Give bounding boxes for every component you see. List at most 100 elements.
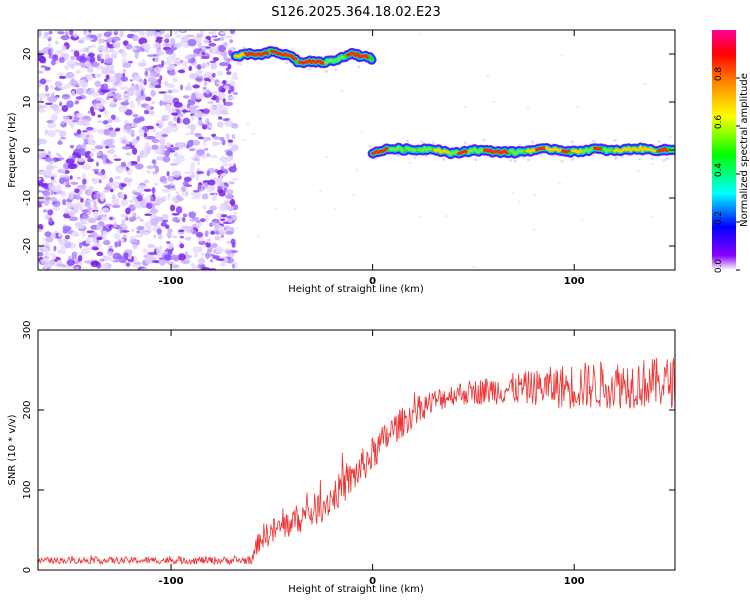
noise-speckle [120, 199, 129, 207]
noise-speckle [166, 241, 171, 244]
noise-speckle [131, 263, 142, 268]
noise-speckle [154, 149, 163, 154]
noise-speckle [38, 183, 47, 187]
noise-speckle [166, 94, 172, 99]
noise-speckle [163, 184, 172, 188]
noise-speckle [52, 54, 59, 61]
ridge-core [621, 146, 633, 152]
noise-speckle [649, 216, 653, 219]
noise-speckle [532, 228, 536, 231]
noise-speckle [121, 51, 127, 59]
noise-speckle [99, 258, 105, 262]
noise-speckle [187, 140, 194, 148]
noise-speckle [226, 163, 233, 166]
noise-speckle [83, 30, 87, 35]
noise-speckle [228, 96, 236, 100]
noise-speckle [175, 194, 182, 201]
noise-speckle [134, 89, 142, 98]
noise-speckle [90, 61, 100, 68]
noise-speckle [188, 66, 193, 72]
noise-speckle [124, 90, 128, 94]
noise-speckle [136, 216, 141, 220]
noise-speckle [155, 165, 160, 174]
noise-speckle [146, 165, 155, 170]
noise-speckle [152, 204, 156, 212]
noise-speckle [182, 213, 188, 218]
spectrogram-ytick-label: 0 [22, 147, 33, 153]
noise-speckle [173, 116, 177, 122]
noise-speckle [183, 176, 192, 182]
noise-speckle [180, 59, 184, 63]
noise-speckle [86, 74, 94, 81]
noise-speckle [38, 138, 48, 145]
track-halo [638, 157, 642, 161]
noise-speckle [44, 157, 53, 162]
noise-speckle [110, 87, 116, 93]
noise-speckle [95, 103, 104, 110]
noise-speckle [144, 142, 150, 149]
ridge-core [346, 51, 362, 59]
noise-speckle [62, 168, 66, 175]
noise-speckle [92, 177, 100, 183]
noise-speckle [120, 183, 127, 187]
noise-speckle [154, 55, 160, 63]
noise-speckle [43, 196, 52, 201]
noise-speckle [46, 173, 55, 177]
noise-speckle [58, 177, 65, 184]
noise-speckle [129, 100, 135, 109]
noise-speckle [559, 54, 563, 57]
ridge-core [631, 145, 645, 152]
noise-speckle [157, 233, 163, 240]
colorbar-tick-label: 0.2 [714, 211, 724, 225]
noise-speckle [161, 127, 172, 135]
noise-speckle [75, 62, 85, 66]
noise-speckle [225, 225, 232, 233]
snr-ylabel: SNR (10 * v/v) [7, 414, 18, 485]
noise-speckle [164, 33, 172, 39]
noise-speckle [74, 188, 80, 194]
track-halo [620, 155, 624, 159]
noise-speckle [222, 98, 226, 103]
noise-speckle [87, 199, 96, 203]
noise-speckle [212, 56, 220, 62]
noise-speckle [222, 52, 228, 59]
ridge-core [657, 146, 669, 153]
noise-speckle [42, 209, 48, 213]
noise-speckle [223, 35, 233, 39]
noise-speckle [105, 74, 110, 80]
track-halo [308, 67, 312, 71]
noise-speckle [203, 91, 213, 98]
noise-speckle [189, 73, 198, 80]
noise-speckle [580, 218, 584, 221]
noise-speckle [57, 248, 67, 255]
noise-speckle [211, 104, 218, 111]
noise-speckle [122, 62, 132, 69]
noise-speckle [125, 207, 131, 215]
noise-speckle [187, 98, 196, 106]
noise-speckle [155, 123, 160, 126]
noise-speckle [38, 245, 48, 252]
noise-speckle [38, 50, 47, 55]
ridge-core [497, 148, 509, 156]
noise-speckle [207, 179, 216, 186]
noise-speckle [138, 85, 143, 91]
noise-speckle [50, 59, 56, 66]
noise-speckle [108, 245, 113, 248]
noise-speckle [152, 42, 161, 50]
noise-speckle [175, 206, 183, 214]
noise-speckle [228, 165, 237, 173]
noise-speckle [109, 188, 114, 193]
noise-speckle [123, 252, 129, 259]
noise-speckle [172, 158, 182, 162]
snr-ytick-label: 200 [22, 400, 33, 419]
noise-speckle [168, 150, 176, 153]
noise-speckle [64, 207, 69, 214]
noise-speckle [45, 247, 49, 255]
noise-speckle [47, 151, 52, 157]
noise-speckle [197, 119, 203, 126]
ridge-core [593, 146, 603, 151]
noise-speckle [216, 70, 223, 76]
noise-speckle [91, 91, 100, 97]
noise-speckle [67, 255, 72, 260]
noise-speckle [194, 93, 204, 100]
